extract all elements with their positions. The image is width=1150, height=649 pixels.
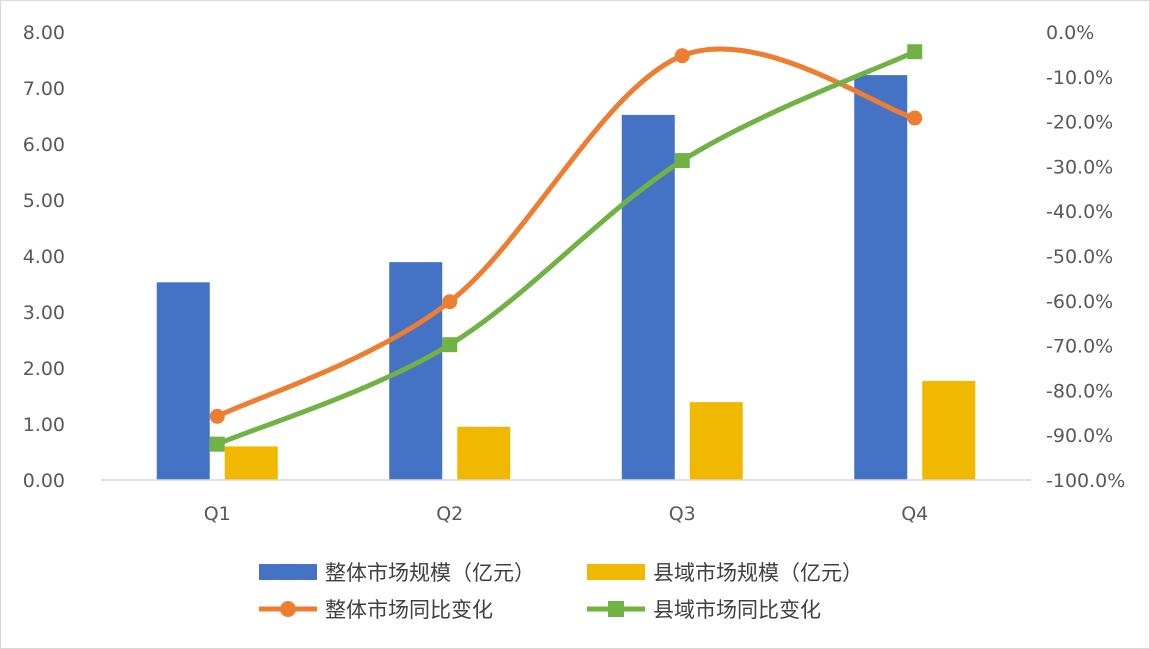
left-tick-label: 3.00 [23,302,65,324]
line-point [442,337,458,353]
bar-series-group [156,75,976,481]
line-point [674,48,690,64]
bar [156,282,210,480]
legend-label: 整体市场同比变化 [325,598,493,622]
legend-marker [280,601,296,617]
x-tick-label: Q3 [669,503,696,525]
left-axis-ticks: 0.00 1.00 2.00 3.00 4.00 5.00 6.00 7.00 8.00 [23,22,65,492]
left-tick-label: 7.00 [23,78,65,100]
legend-label: 县域市场同比变化 [653,598,821,622]
legend-label: 县域市场规模（亿元） [653,561,863,585]
left-tick-label: 6.00 [23,134,65,156]
legend-label: 整体市场规模（亿元） [325,561,535,585]
left-tick-label: 8.00 [23,22,65,44]
left-tick-label: 5.00 [23,190,65,212]
legend-swatch [587,564,645,580]
legend: 整体市场规模（亿元） 县域市场规模（亿元） 整体市场同比变化 县域市场同比变化 [259,561,863,622]
right-tick-label: -10.0% [1046,67,1113,89]
left-tick-label: 1.00 [23,414,65,436]
left-tick-label: 2.00 [23,358,65,380]
x-tick-label: Q1 [204,503,231,525]
x-tick-label: Q4 [901,503,928,525]
right-tick-label: -40.0% [1046,201,1113,223]
line-point [442,294,458,310]
line-point [907,110,923,126]
bar [922,380,976,480]
right-tick-label: 0.0% [1046,22,1094,44]
bar [224,446,278,480]
left-tick-label: 0.00 [23,470,65,492]
right-axis-ticks: -100.0% -90.0% -80.0% -70.0% -60.0% -50.0% -40… [1046,22,1125,492]
x-tick-label: Q2 [436,503,463,525]
line-point [209,408,225,424]
line-series-group [209,44,923,452]
bar [457,426,511,480]
right-tick-label: -50.0% [1046,246,1113,268]
right-tick-label: -80.0% [1046,380,1113,402]
right-tick-label: -70.0% [1046,336,1113,358]
series-line [214,46,918,419]
right-tick-label: -100.0% [1046,470,1125,492]
x-axis-ticks: Q1 Q2 Q3 Q4 [204,503,929,525]
series-line [214,49,918,447]
bar [689,402,743,480]
right-tick-label: -90.0% [1046,425,1113,447]
line-point [209,436,225,452]
bar [854,75,908,481]
legend-marker [608,601,624,617]
right-tick-label: -30.0% [1046,156,1113,178]
bar [621,114,675,480]
line-point [674,153,690,169]
right-tick-label: -60.0% [1046,291,1113,313]
left-tick-label: 4.00 [23,246,65,268]
legend-swatch [259,564,317,580]
line-point [907,44,923,60]
right-tick-label: -20.0% [1046,112,1113,134]
